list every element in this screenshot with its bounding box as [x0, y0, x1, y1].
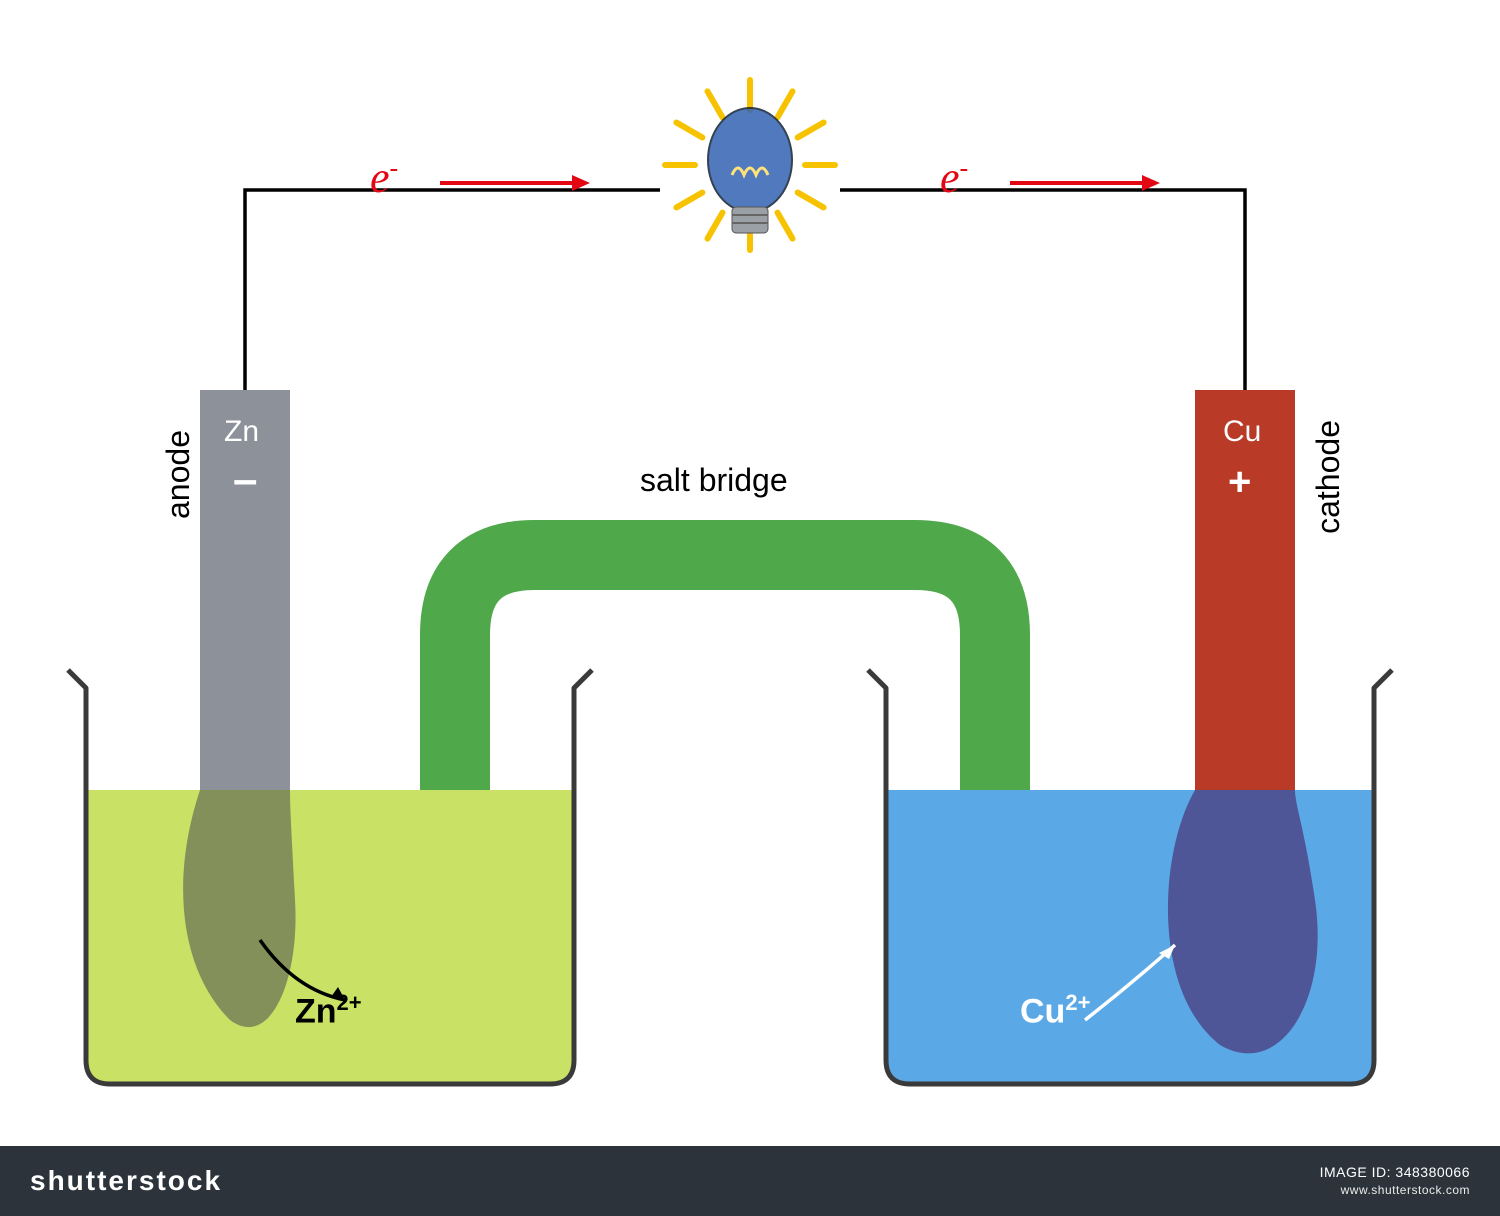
cu-electrode-label: Cu	[1223, 415, 1261, 449]
anode-sign: –	[233, 455, 257, 505]
anode-label: anode	[160, 430, 197, 519]
cathode-sign: +	[1228, 460, 1251, 505]
wire-left	[245, 190, 660, 390]
anode-liquid	[86, 790, 574, 1084]
zn-electrode-label: Zn	[224, 415, 259, 449]
cu-ion-label: Cu2+	[1020, 990, 1090, 1031]
footer-meta: IMAGE ID: 348380066 www.shutterstock.com	[1320, 1163, 1470, 1199]
electron-label-left: e-	[370, 152, 398, 203]
cathode-label: cathode	[1310, 420, 1347, 534]
salt-bridge-label: salt bridge	[640, 462, 788, 499]
electron-label-right: e-	[940, 152, 968, 203]
footer-brand: shutterstock	[30, 1165, 222, 1197]
anode-electrode	[200, 390, 290, 790]
galvanic-cell-svg	[0, 0, 1500, 1216]
lightbulb-icon	[708, 108, 792, 212]
zn-ion-label: Zn2+	[295, 990, 362, 1031]
footer-bar: shutterstock IMAGE ID: 348380066 www.shu…	[0, 1146, 1500, 1216]
diagram-stage: anode cathode Zn – Cu + salt bridge e- e…	[0, 0, 1500, 1216]
cathode-electrode	[1195, 390, 1295, 790]
wire-right	[840, 190, 1245, 390]
